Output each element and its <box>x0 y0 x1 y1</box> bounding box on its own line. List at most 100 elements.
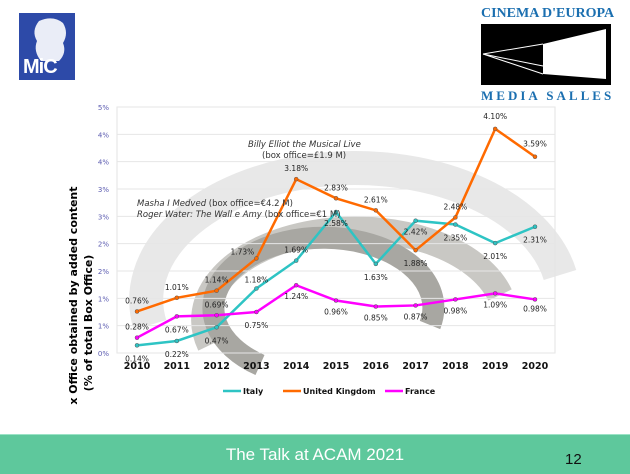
data-point-france <box>453 297 458 302</box>
annotation-billy-elliot: Billy Elliot the Musical Live <box>248 140 361 150</box>
x-tick-label: 2011 <box>164 361 190 372</box>
data-label-italy: 2.42% <box>404 228 428 237</box>
data-point-france <box>134 335 140 340</box>
data-label-united-kingdom: 2.83% <box>324 183 348 192</box>
data-point-italy <box>373 261 379 267</box>
x-tick-label: 2014 <box>283 361 310 372</box>
data-label-united-kingdom: 2.61% <box>364 195 388 204</box>
mic-logo <box>19 13 75 80</box>
data-point-france <box>532 297 538 302</box>
y-tick-label: 2% <box>98 241 109 249</box>
y-tick-label: 3% <box>98 213 109 221</box>
data-point-italy <box>413 218 418 223</box>
x-tick-label: 2010 <box>124 361 151 372</box>
data-point-united-kingdom <box>492 126 498 132</box>
data-point-united-kingdom <box>532 154 538 159</box>
data-label-france: 0.87% <box>404 312 428 321</box>
legend-label-italy: Italy <box>243 387 264 396</box>
data-label-united-kingdom: 1.14% <box>205 276 229 285</box>
x-tick-label: 2017 <box>402 361 428 372</box>
data-point-italy <box>174 338 180 344</box>
data-point-italy <box>293 258 299 263</box>
data-label-united-kingdom: 4.10% <box>483 112 507 121</box>
y-axis-title: Gross Box Office obtained by added conte… <box>67 186 80 405</box>
annotation-roger-waters: Roger Water: The Wall e Amy (box office=… <box>137 210 341 220</box>
y-tick-label: 5% <box>98 104 109 112</box>
data-point-united-kingdom <box>453 215 458 220</box>
data-point-united-kingdom <box>254 256 259 261</box>
y-tick-label: 1% <box>98 323 109 331</box>
data-point-united-kingdom <box>214 288 219 293</box>
data-label-italy: 1.63% <box>364 273 388 282</box>
data-point-united-kingdom <box>174 295 180 301</box>
y-tick-label: 3% <box>98 186 109 194</box>
annotation-billy-elliot-box-office: (box office=£1.9 M) <box>262 151 346 161</box>
cinema-europa-logo-bottom: MEDIA SALLES <box>481 88 615 103</box>
x-tick-label: 2019 <box>482 361 508 372</box>
data-label-italy: 0.14% <box>125 354 149 363</box>
data-label-united-kingdom: 1.73% <box>230 247 254 256</box>
data-point-italy <box>333 209 339 215</box>
data-point-france <box>413 303 418 308</box>
legend-label-united-kingdom: United Kingdom <box>303 387 376 396</box>
x-tick-label: 2018 <box>442 361 469 372</box>
cinema-europa-logo-top: CINEMA D'EUROPA <box>481 6 615 21</box>
data-label-france: 0.85% <box>364 314 388 323</box>
y-tick-label: 0% <box>98 350 109 358</box>
data-label-italy: 1.69% <box>284 246 308 255</box>
data-point-united-kingdom <box>293 176 299 182</box>
data-label-italy: 0.47% <box>205 336 229 345</box>
data-point-italy <box>532 224 538 229</box>
data-label-italy: 2.35% <box>443 234 467 243</box>
data-label-france: 0.96% <box>324 308 348 317</box>
data-label-france: 0.69% <box>205 300 229 309</box>
data-point-italy <box>453 222 458 227</box>
data-label-france: 1.09% <box>483 300 507 309</box>
data-label-france: 0.98% <box>523 304 547 313</box>
annotation-masha: Masha I Medved (box office=€4.2 M) <box>137 199 293 209</box>
data-label-france: 0.28% <box>125 323 149 332</box>
data-point-italy <box>214 325 219 330</box>
x-tick-label: 2012 <box>203 361 229 372</box>
x-tick-label: 2016 <box>363 361 390 372</box>
page-number: 12 <box>565 451 582 468</box>
data-point-united-kingdom <box>373 208 379 213</box>
mic-logo-text: MiC <box>23 56 58 78</box>
data-point-france <box>373 304 379 309</box>
data-label-france: 1.24% <box>284 292 308 301</box>
data-point-italy <box>254 286 259 291</box>
data-label-italy: 2.31% <box>523 236 547 245</box>
data-point-france <box>174 314 180 319</box>
line-chart: 0% 1% 1% 2% 2% 3% 3% 4% 4% 5% 2010 2011 2012 2013 201… <box>67 104 577 405</box>
x-tick-label: 2015 <box>323 361 349 372</box>
x-tick-label: 2020 <box>522 361 549 372</box>
y-tick-label: 1% <box>98 295 109 303</box>
data-point-france <box>293 282 299 288</box>
data-point-france <box>254 309 259 315</box>
data-label-united-kingdom: 1.01% <box>165 283 189 292</box>
statue-head-icon <box>34 18 66 61</box>
y-tick-label: 2% <box>98 268 109 276</box>
data-label-united-kingdom: 3.59% <box>523 140 547 149</box>
data-label-italy: 2.01% <box>483 252 507 261</box>
data-label-united-kingdom: 3.18% <box>284 164 308 173</box>
legend-label-france: France <box>405 387 436 396</box>
data-label-france: 0.67% <box>165 325 189 334</box>
data-point-france <box>333 298 339 303</box>
data-point-italy <box>492 240 498 246</box>
x-tick-label: 2013 <box>243 361 269 372</box>
footer-title: The Talk at ACAM 2021 <box>225 445 405 464</box>
data-point-france <box>214 313 219 318</box>
data-label-france: 0.75% <box>244 321 268 330</box>
data-label-united-kingdom: 0.76% <box>125 296 149 305</box>
data-label-united-kingdom: 2.48% <box>443 202 467 211</box>
projector-beam-icon <box>482 29 606 79</box>
y-tick-label: 4% <box>98 131 109 139</box>
data-point-united-kingdom <box>333 196 339 201</box>
data-label-united-kingdom: 1.88% <box>404 259 428 268</box>
footer-bar <box>0 434 630 474</box>
data-label-italy: 2.58% <box>324 219 348 228</box>
data-point-united-kingdom <box>134 309 140 314</box>
data-label-italy: 0.22% <box>165 350 189 359</box>
y-tick-label: 4% <box>98 159 109 167</box>
